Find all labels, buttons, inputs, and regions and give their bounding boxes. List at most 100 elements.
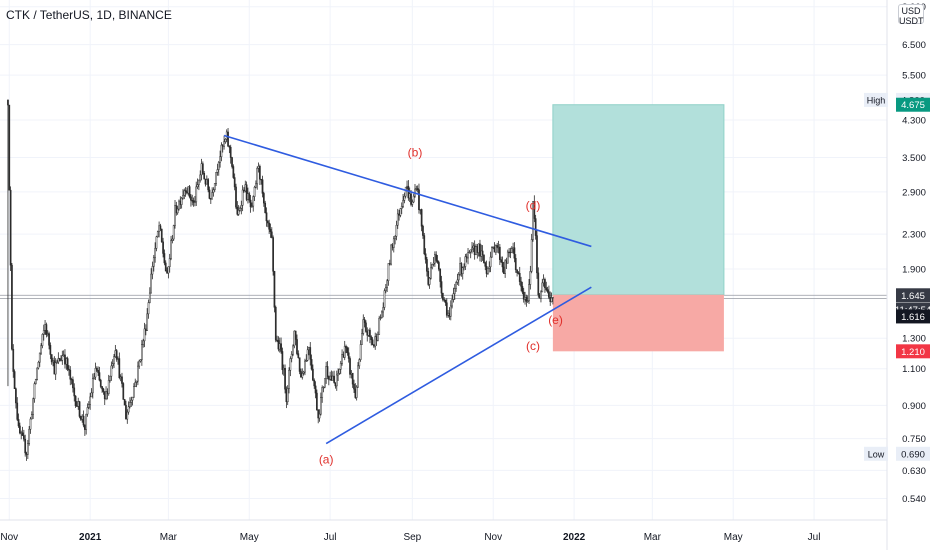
- candle-body: [333, 375, 335, 383]
- candle-body: [24, 438, 27, 454]
- candle-body: [453, 288, 456, 294]
- candle-body: [346, 347, 349, 354]
- candle-body: [171, 238, 174, 241]
- candle-body: [354, 388, 357, 398]
- candle-body: [504, 260, 507, 274]
- candle-body: [106, 391, 109, 394]
- candle-body: [11, 264, 13, 350]
- candle-body: [26, 443, 29, 455]
- price-tag-value: 1.645: [901, 291, 925, 302]
- candle-body: [60, 359, 62, 362]
- price-tag-value: 1.616: [901, 312, 925, 323]
- candle-body: [459, 263, 461, 275]
- candle-body: [516, 269, 518, 273]
- candle-body: [480, 250, 483, 257]
- candle-body: [158, 225, 160, 233]
- candle-body: [318, 413, 321, 419]
- candle-body: [313, 379, 316, 387]
- candle-body: [192, 200, 195, 203]
- candle-body: [144, 328, 147, 331]
- candle-body: [339, 363, 342, 370]
- candle-body: [217, 161, 220, 170]
- candle-body: [435, 254, 438, 261]
- candle-body: [41, 334, 44, 346]
- candle-body: [130, 399, 133, 403]
- candle-body: [322, 386, 325, 389]
- candle-body: [289, 358, 292, 371]
- candle-body: [337, 373, 339, 376]
- candle-body: [111, 363, 114, 367]
- candle-body: [101, 386, 103, 390]
- candle-body: [461, 267, 464, 275]
- price-tag-label: High: [867, 95, 886, 105]
- time-axis-tick-label: Jul: [808, 532, 821, 543]
- candle-body: [492, 246, 495, 248]
- candle-body: [294, 330, 297, 340]
- candle-body: [155, 236, 158, 249]
- stop-zone[interactable]: [552, 294, 724, 352]
- candle-body: [243, 189, 245, 192]
- candle-body: [73, 387, 76, 397]
- upper-trendline[interactable]: [223, 134, 592, 248]
- candle-body: [261, 179, 264, 194]
- candle-body: [349, 358, 351, 375]
- candle-body: [448, 312, 451, 317]
- candle-body: [74, 395, 77, 406]
- candle-body: [363, 319, 366, 324]
- time-axis-tick-label: Mar: [160, 532, 178, 543]
- lower-trendline[interactable]: [325, 286, 592, 445]
- candle-body: [184, 190, 187, 193]
- candle-body: [362, 319, 365, 334]
- candle-body: [282, 367, 285, 371]
- candle-body: [52, 360, 54, 363]
- candle-body: [396, 213, 399, 226]
- candle-body: [293, 330, 296, 347]
- candle-body: [273, 271, 276, 308]
- candle-body: [131, 396, 134, 401]
- candle-body: [358, 359, 361, 367]
- candle-body: [477, 243, 480, 253]
- price-axis-tick-label: 1.900: [902, 264, 926, 275]
- candle-body: [134, 382, 137, 387]
- currency-selector[interactable]: USD USDT: [898, 4, 924, 26]
- candle-body: [30, 414, 33, 420]
- candle-body: [152, 257, 155, 267]
- candle-body: [260, 178, 263, 181]
- position-tool[interactable]: [552, 104, 725, 352]
- candle-body: [439, 268, 442, 282]
- candle-body: [449, 305, 452, 317]
- candle-body: [40, 345, 42, 354]
- candle-body: [457, 274, 460, 281]
- candle-body: [264, 202, 267, 213]
- candle-body: [388, 263, 391, 265]
- candle-body: [392, 238, 395, 248]
- candle-body: [17, 419, 20, 427]
- candle-body: [167, 266, 170, 274]
- candle-body: [48, 333, 50, 346]
- target-zone[interactable]: [552, 104, 725, 296]
- candle-body: [114, 350, 117, 357]
- candle-body: [334, 382, 337, 387]
- candle-body: [288, 369, 290, 389]
- candle-body: [13, 371, 16, 390]
- candle-body: [133, 386, 135, 398]
- candle-body: [375, 336, 378, 341]
- candle-body: [475, 246, 477, 256]
- candle-body: [379, 317, 382, 319]
- candle-body: [200, 163, 203, 176]
- candle-body: [28, 428, 31, 444]
- candle-body: [57, 358, 60, 363]
- trendlines-layer[interactable]: [223, 134, 592, 445]
- candle-body: [509, 251, 512, 254]
- candle-body: [110, 365, 113, 377]
- candle-body: [209, 198, 212, 200]
- candle-body: [257, 165, 260, 169]
- candle-body: [82, 415, 85, 426]
- candle-body: [208, 189, 211, 199]
- candle-body: [142, 340, 145, 345]
- candle-body: [223, 141, 225, 147]
- candles-layer: [7, 99, 554, 461]
